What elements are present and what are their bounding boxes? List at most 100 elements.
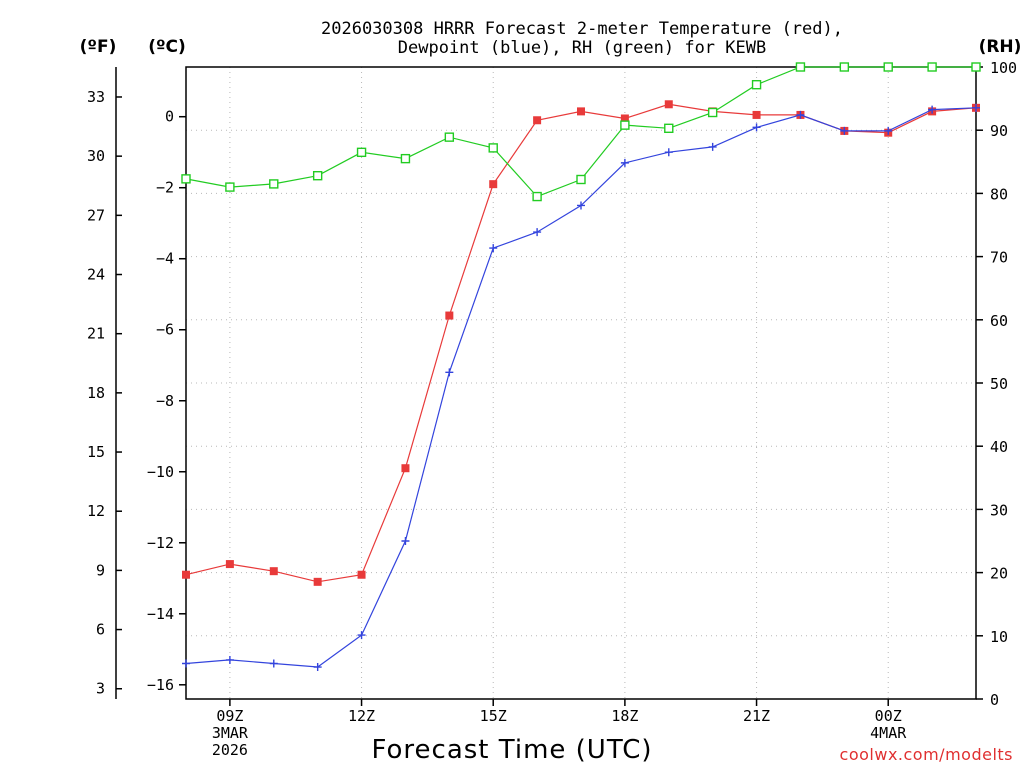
temperature-point [269, 567, 278, 576]
dewpoint-point [445, 368, 454, 377]
dewpoint-point [357, 631, 366, 640]
rh-point [795, 62, 806, 72]
dewpoint-point [313, 663, 322, 672]
rh-point [839, 62, 850, 72]
temperature-point [620, 114, 629, 123]
time-tick-label: 4MAR [870, 724, 907, 742]
celsius-tick-label: −6 [156, 321, 174, 339]
fahrenheit-tick-label: 21 [87, 325, 105, 343]
rh-tick-label: 90 [990, 122, 1008, 140]
temperature-point [401, 464, 410, 473]
rh-point [444, 132, 455, 142]
time-tick-label: 21Z [743, 707, 770, 725]
dewpoint-line [185, 107, 977, 668]
rh-point [927, 62, 937, 72]
celsius-unit-label: (ºC) [148, 37, 186, 57]
dewpoint-point [269, 659, 278, 668]
temperature-point [357, 570, 366, 579]
time-tick-label: 00Z [875, 707, 902, 725]
temperature-point [577, 107, 585, 116]
chart-title-line1: 2026030308 HRRR Forecast 2-meter Tempera… [321, 19, 843, 39]
fahrenheit-tick-label: 18 [87, 384, 105, 402]
celsius-tick-label: −4 [156, 250, 174, 268]
rh-tick-label: 80 [990, 185, 1008, 203]
temperature-point [225, 560, 234, 569]
rh-point [664, 123, 674, 134]
rh-point [312, 171, 323, 181]
dewpoint-point [620, 158, 629, 167]
rh-point [269, 179, 279, 189]
rh-tick-label: 50 [990, 375, 1008, 393]
fahrenheit-tick-label: 9 [96, 561, 105, 579]
rh-tick-label: 30 [990, 501, 1008, 519]
celsius-tick-label: −14 [147, 605, 174, 623]
fahrenheit-tick-label: 27 [87, 206, 105, 224]
time-tick-label: 09Z [216, 707, 243, 725]
fahrenheit-tick-label: 3 [96, 680, 105, 698]
rh-tick-label: 100 [990, 59, 1017, 77]
fahrenheit-tick-label: 33 [87, 88, 105, 106]
dewpoint-point [401, 537, 410, 545]
time-tick-label: 3MAR [212, 724, 249, 742]
time-tick-label: 15Z [480, 707, 507, 725]
fahrenheit-tick-label: 15 [87, 443, 105, 461]
temperature-point [182, 570, 190, 579]
series-layer [181, 62, 981, 672]
dewpoint-point [752, 123, 761, 132]
dewpoint-point [577, 201, 585, 210]
fahrenheit-unit-label: (ºF) [80, 37, 117, 57]
rh-tick-label: 40 [990, 438, 1008, 456]
temperature-point [752, 110, 761, 119]
dewpoint-point [225, 655, 234, 664]
temperature-point [313, 577, 322, 586]
time-tick-label: 18Z [611, 707, 638, 725]
source-credit: coolwx.com/modelts [840, 745, 1013, 764]
rh-point [707, 107, 718, 118]
temperature-point [445, 311, 454, 320]
dewpoint-point [840, 126, 849, 135]
dewpoint-point [664, 148, 673, 157]
fahrenheit-tick-label: 30 [87, 147, 105, 165]
rh-unit-label: (RH) [979, 37, 1022, 57]
rh-tick-label: 70 [990, 249, 1008, 267]
rh-point [532, 191, 542, 202]
rh-tick-label: 20 [990, 565, 1008, 583]
temperature-point [664, 100, 673, 109]
dewpoint-point [708, 142, 717, 151]
dewpoint-point [928, 105, 937, 114]
rh-point [751, 79, 762, 90]
rh-point [488, 143, 498, 153]
temperature-point [533, 116, 542, 125]
rh-point [400, 153, 411, 164]
fahrenheit-tick-label: 6 [96, 621, 105, 639]
celsius-tick-label: 0 [165, 108, 174, 126]
dewpoint-point [489, 244, 498, 253]
rh-point [971, 62, 981, 72]
rh-tick-label: 0 [990, 691, 999, 709]
celsius-tick-label: −10 [147, 463, 174, 481]
x-axis-title: Forecast Time (UTC) [371, 735, 652, 765]
rh-point [181, 174, 191, 184]
fahrenheit-tick-label: 24 [87, 266, 105, 284]
dewpoint-point [972, 103, 980, 112]
rh-point [225, 182, 235, 192]
dewpoint-point [182, 659, 190, 668]
celsius-tick-label: −8 [156, 392, 174, 410]
chart-title-line2: Dewpoint (blue), RH (green) for KEWB [398, 38, 766, 58]
temperature-point [489, 180, 498, 189]
dewpoint-point [884, 126, 893, 135]
rh-point [576, 174, 586, 185]
fahrenheit-tick-label: 12 [87, 502, 105, 520]
rh-point [356, 147, 367, 158]
rh-point [883, 62, 893, 72]
grid-layer [186, 67, 976, 699]
celsius-tick-label: −12 [147, 534, 174, 552]
celsius-tick-label: −2 [156, 179, 174, 197]
rh-point [620, 120, 630, 130]
celsius-tick-label: −16 [147, 676, 174, 694]
rh-tick-label: 10 [990, 628, 1008, 646]
rh-tick-label: 60 [990, 312, 1008, 330]
time-tick-label: 2026 [212, 741, 248, 759]
dewpoint-point [533, 228, 542, 237]
